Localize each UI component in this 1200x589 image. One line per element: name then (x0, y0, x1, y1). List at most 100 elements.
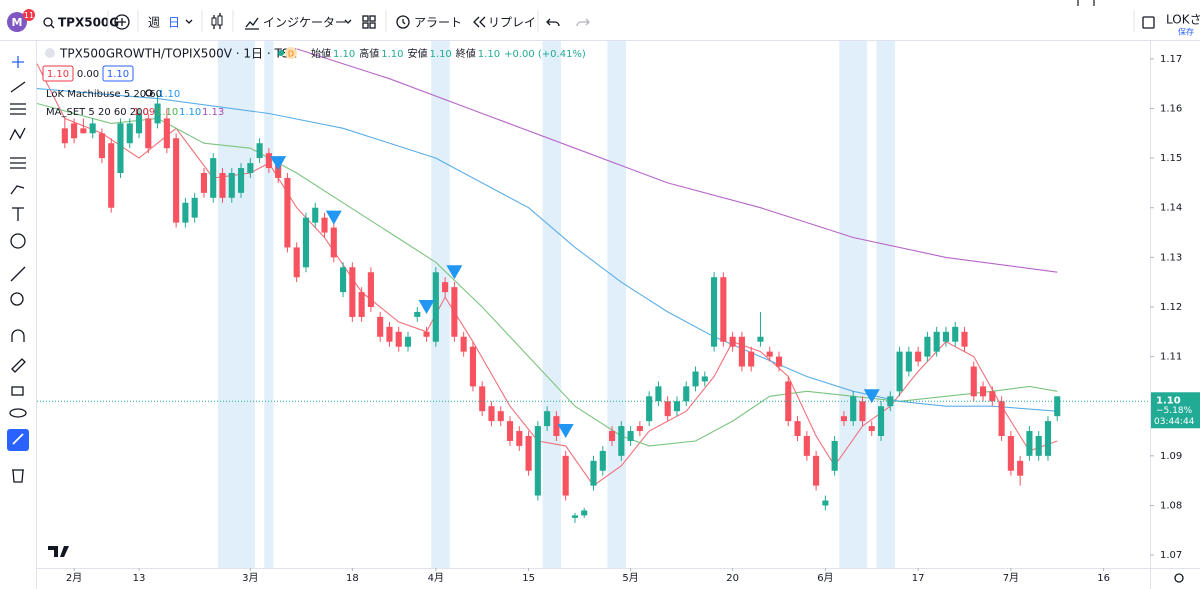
sell-box[interactable] (42, 65, 74, 82)
templates-button[interactable] (362, 15, 376, 29)
trendline-tool[interactable] (10, 81, 26, 93)
badge (23, 9, 35, 21)
chevron (344, 19, 352, 24)
visibility-tool[interactable] (9, 408, 27, 418)
indicator-value: 1.13 (202, 107, 224, 118)
interval-chevron[interactable] (185, 19, 193, 24)
alert-button[interactable]: アラート (396, 15, 462, 30)
candle-body (813, 455, 820, 486)
candle-body (720, 277, 727, 342)
candle-body (469, 346, 476, 387)
emoji-tool[interactable] (10, 233, 26, 249)
candle-body (738, 336, 745, 367)
candle-body (340, 267, 347, 293)
price-tag (1151, 392, 1200, 429)
user-name[interactable]: LOKさん (1166, 13, 1200, 27)
axes: 1.17 1.16 1.15 1.14 1.13 1.12 1.11 1.09 1.08 1.07… (37, 54, 1200, 584)
candle-body (98, 133, 105, 159)
candle-body (831, 440, 838, 471)
pencil-lock-tool[interactable] (11, 358, 26, 373)
price-tag-value: 1.10 (1156, 395, 1181, 406)
symbol: TPX500G (58, 16, 119, 30)
candle-body (887, 396, 894, 407)
search-icon (43, 17, 53, 27)
candle-body (1017, 460, 1024, 476)
avatar[interactable]: M 11 (7, 9, 35, 32)
candle-body (924, 336, 931, 357)
x-tick-label: 5月 (622, 572, 638, 584)
candle-body (877, 406, 885, 437)
x-tick-label: 3月 (242, 572, 258, 584)
crosshair-tool[interactable] (12, 56, 24, 68)
compare-button[interactable] (114, 14, 130, 30)
brush-tool[interactable] (10, 185, 25, 195)
candle-body (868, 426, 875, 432)
indicator-icon (245, 17, 259, 30)
signal-marker (270, 156, 287, 171)
layout-icon[interactable] (1077, 0, 1095, 6)
candle-body (775, 356, 783, 367)
save-label[interactable]: 保存 (1178, 27, 1194, 37)
indicators-button[interactable]: インジケーター (245, 16, 352, 30)
candle-body (488, 406, 495, 422)
indicator-name: MA_SET 5 20 60 200 (46, 107, 149, 118)
candle-body (377, 316, 384, 337)
candle-body (822, 500, 829, 506)
candle-body (961, 331, 968, 347)
candle-body (182, 202, 189, 223)
y-tick-label: 1.08 (1160, 500, 1182, 511)
zoom-tool[interactable] (10, 292, 24, 306)
candle-body (933, 331, 940, 352)
candle-body (608, 431, 616, 441)
fib-tool[interactable] (10, 103, 26, 115)
hidden-icon (145, 89, 153, 97)
settings-icon[interactable] (1174, 573, 1184, 583)
logo[interactable] (48, 546, 69, 557)
interval-week[interactable]: 週 (148, 16, 160, 30)
ohlc-label: 高値 (359, 47, 379, 60)
replay-button[interactable]: リプレイ (473, 16, 536, 30)
highlight-band (264, 41, 274, 568)
candle-body (942, 331, 950, 342)
x-tick-label: 7月 (1003, 572, 1019, 584)
candle-body (302, 217, 310, 268)
candle-body (998, 401, 1005, 437)
candle-body (599, 450, 606, 471)
candle-body (673, 401, 681, 412)
highlight-band (542, 41, 562, 568)
pattern-tool[interactable] (9, 127, 26, 141)
signal-marker (446, 265, 463, 280)
candle-body (729, 336, 736, 347)
candle-body (655, 386, 662, 402)
trash-tool[interactable] (12, 469, 24, 483)
price-tag-countdown: 03:44:44 (1154, 417, 1195, 427)
candle-body (284, 177, 291, 248)
redo[interactable] (576, 18, 590, 27)
layout-button[interactable] (1142, 16, 1155, 29)
chart-type-button[interactable] (211, 13, 223, 29)
magnet-tool[interactable] (11, 329, 25, 342)
candles (61, 93, 1061, 523)
y-tick-label: 1.14 (1160, 203, 1182, 214)
indicator-name: LoK Machibuse 5 20 60 (46, 89, 162, 100)
text-tool[interactable] (12, 207, 24, 221)
symbol-search[interactable]: TPX500G (43, 16, 119, 30)
interval-day[interactable]: 日 (168, 16, 180, 30)
indicator-value: 1.10 (158, 89, 180, 100)
candle-icon-body (217, 15, 223, 26)
undo[interactable] (546, 18, 560, 27)
x-tick-label: 13 (133, 573, 146, 584)
candle-body (970, 366, 977, 397)
y-tick-label: 1.16 (1160, 103, 1182, 114)
lock-tool[interactable] (11, 386, 24, 396)
candle-body (358, 292, 365, 317)
ruler-tool[interactable] (10, 266, 26, 282)
x-tick-label: 17 (912, 573, 925, 584)
candle-body (534, 426, 541, 496)
projection-tool[interactable] (10, 157, 26, 169)
buy-box[interactable] (102, 65, 134, 82)
candle-body (627, 431, 634, 441)
flag-bg (285, 47, 297, 59)
candle-body (219, 172, 226, 198)
